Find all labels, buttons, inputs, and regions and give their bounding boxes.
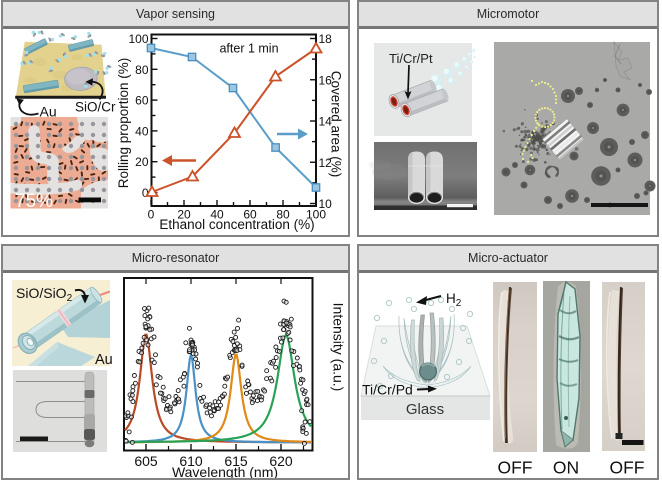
- svg-text:20: 20: [135, 155, 149, 169]
- svg-text:605: 605: [134, 453, 158, 469]
- svg-text:Intensity (a.u.): Intensity (a.u.): [331, 303, 347, 392]
- svg-text:80: 80: [135, 63, 149, 77]
- svg-text:Ti/Cr/Pt: Ti/Cr/Pt: [389, 51, 433, 66]
- svg-text:60: 60: [135, 94, 149, 108]
- svg-text:10: 10: [319, 197, 333, 211]
- svg-text:80: 80: [276, 208, 290, 222]
- svg-text:16: 16: [319, 73, 333, 87]
- svg-text:OFF: OFF: [610, 458, 645, 478]
- svg-text:OFF: OFF: [498, 458, 533, 478]
- svg-text:Au: Au: [95, 352, 113, 368]
- svg-text:620: 620: [269, 453, 293, 469]
- svg-text:14: 14: [319, 115, 333, 129]
- svg-text:20: 20: [177, 208, 191, 222]
- svg-text:610: 610: [179, 453, 203, 469]
- svg-text:100: 100: [128, 32, 148, 46]
- svg-text:Ethanol concentration (%): Ethanol concentration (%): [159, 217, 314, 232]
- svg-text:12: 12: [319, 156, 333, 170]
- svg-text:Rolling proportion (%): Rolling proportion (%): [116, 58, 131, 189]
- svg-text:SiO/SiO2: SiO/SiO2: [16, 285, 73, 304]
- svg-text:0: 0: [142, 186, 149, 200]
- svg-text:60: 60: [243, 208, 257, 222]
- svg-text:40: 40: [210, 208, 224, 222]
- svg-text:Glass: Glass: [406, 401, 444, 418]
- svg-text:40: 40: [135, 124, 149, 138]
- svg-text:615: 615: [224, 453, 248, 469]
- svg-text:0: 0: [148, 208, 155, 222]
- svg-text:Au: Au: [40, 104, 57, 120]
- svg-text:after 1 min: after 1 min: [219, 42, 278, 56]
- svg-text:Ti/Cr/Pd: Ti/Cr/Pd: [362, 382, 413, 398]
- svg-text:18: 18: [319, 32, 333, 46]
- svg-text:75%: 75%: [15, 191, 53, 212]
- svg-text:ON: ON: [553, 458, 579, 478]
- svg-text:Wavelength (nm): Wavelength (nm): [172, 464, 278, 478]
- svg-text:100: 100: [306, 208, 326, 222]
- svg-text:H2: H2: [446, 291, 462, 309]
- svg-text:SiO/Cr: SiO/Cr: [75, 100, 116, 115]
- svg-text:Covered area (%): Covered area (%): [329, 71, 344, 178]
